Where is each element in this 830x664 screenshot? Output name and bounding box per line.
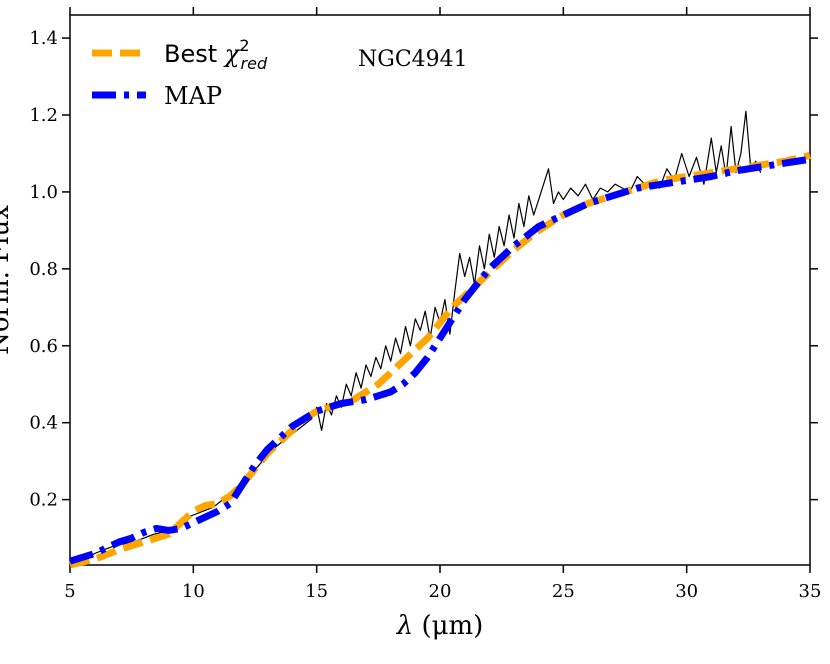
- y-tick-label: 0.2: [29, 490, 58, 511]
- y-tick-label: 0.6: [29, 336, 58, 357]
- legend-label-chi-subscript: red: [241, 54, 268, 73]
- x-tick-label: 35: [799, 581, 822, 602]
- galaxy-label: NGC4941: [358, 47, 468, 72]
- x-axis-title: λ (μm): [396, 611, 484, 641]
- x-axis: 5 10 15 20 25 30 35: [64, 7, 821, 602]
- series-line-0: [74, 110, 762, 562]
- legend: Best χ2 red MAP: [92, 36, 268, 110]
- y-tick-label: 1.4: [29, 28, 58, 49]
- legend-label-map: MAP: [164, 82, 222, 110]
- y-tick-label: 0.8: [29, 259, 58, 280]
- x-tick-label: 30: [675, 581, 698, 602]
- series-line-2: [68, 155, 811, 565]
- x-axis-title-symbol: λ: [396, 611, 413, 641]
- legend-label-chi-superscript: 2: [239, 36, 249, 55]
- series-line-1: [69, 151, 811, 569]
- y-tick-label: 1.0: [29, 182, 58, 203]
- x-tick-label: 25: [552, 581, 575, 602]
- y-axis-title: Norm. Flux: [0, 205, 15, 355]
- legend-label-best-text: Best: [164, 40, 225, 68]
- x-tick-label: 15: [305, 581, 328, 602]
- series-layer: [68, 110, 811, 569]
- y-tick-label: 0.4: [29, 413, 58, 434]
- legend-label-best-chi2: Best χ2 red: [164, 36, 268, 73]
- x-tick-label: 20: [429, 581, 452, 602]
- y-axis: 0.2 0.4 0.6 0.8 1.0 1.2 1.4: [29, 28, 818, 511]
- x-axis-title-unit: (μm): [413, 611, 483, 641]
- legend-label-chi-symbol: χ: [223, 40, 241, 68]
- y-tick-label: 1.2: [29, 105, 58, 126]
- x-tick-label: 10: [182, 581, 205, 602]
- x-tick-label: 5: [64, 581, 75, 602]
